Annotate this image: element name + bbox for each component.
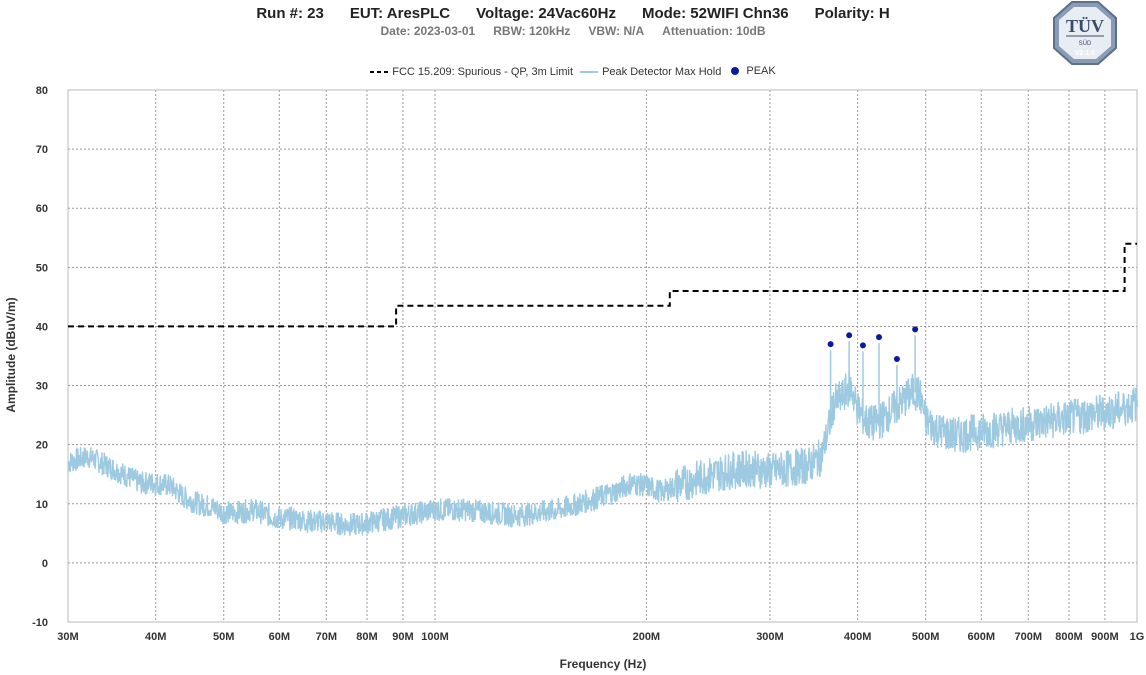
voltage: Voltage: 24Vac60Hz bbox=[476, 5, 616, 22]
peak-marker bbox=[859, 342, 866, 349]
chart-legend: FCC 15.209: Spurious - QP, 3m Limit Peak… bbox=[0, 65, 1146, 79]
chart-grid bbox=[67, 89, 1138, 623]
header-title-line: Run #: 23 EUT: AresPLC Voltage: 24Vac60Hz M… bbox=[0, 5, 1146, 22]
legend-label-peak: PEAK bbox=[746, 65, 776, 77]
legend-label-limit: FCC 15.209: Spurious - QP, 3m Limit bbox=[392, 66, 574, 78]
mode: Mode: 52WIFI Chn36 bbox=[641, 5, 789, 22]
legend-dashed-line-icon bbox=[370, 71, 389, 73]
peak-marker bbox=[827, 341, 834, 348]
x-tick-label: 200M bbox=[633, 631, 661, 643]
x-tick-label: 400M bbox=[844, 631, 872, 643]
x-tick-label: 1G bbox=[1130, 631, 1145, 643]
x-tick-label: 900M bbox=[1091, 631, 1119, 643]
x-tick-label: 800M bbox=[1055, 631, 1083, 643]
legend-item-limit[interactable]: FCC 15.209: Spurious - QP, 3m Limit bbox=[370, 66, 573, 78]
x-tick-label: 40M bbox=[145, 631, 166, 643]
tuv-logo-icon: TÜV SÜD V2.1.0 bbox=[1053, 1, 1117, 65]
peak-marker bbox=[846, 332, 853, 339]
x-tick-label: 100M bbox=[421, 631, 449, 643]
y-tick-label: 50 bbox=[36, 262, 48, 274]
y-tick-label: 60 bbox=[36, 203, 48, 215]
y-tick-label: 70 bbox=[36, 144, 48, 156]
x-tick-label: 600M bbox=[968, 631, 996, 643]
limit-line bbox=[68, 242, 1137, 328]
vbw: VBW: N/A bbox=[588, 24, 645, 38]
polarity: Polarity: H bbox=[814, 5, 890, 22]
logo-text: TÜV bbox=[1066, 16, 1104, 36]
x-tick-label: 60M bbox=[269, 631, 290, 643]
y-tick-label: 80 bbox=[36, 85, 48, 97]
peak-detector-trace bbox=[67, 335, 1139, 536]
attenuation: Attenuation: 10dB bbox=[662, 24, 766, 38]
legend-dot-icon bbox=[731, 67, 740, 75]
y-tick-label: -10 bbox=[32, 617, 48, 629]
run-number: Run #: 23 bbox=[256, 5, 324, 22]
eut-name: EUT: AresPLC bbox=[349, 5, 451, 22]
limit-series bbox=[68, 242, 1137, 328]
test-date: Date: 2023-03-01 bbox=[380, 24, 476, 38]
x-tick-label: 300M bbox=[756, 631, 784, 643]
legend-item-peak[interactable]: PEAK bbox=[728, 65, 776, 77]
x-tick-label: 50M bbox=[213, 631, 234, 643]
x-tick-label: 500M bbox=[912, 631, 940, 643]
x-tick-label: 30M bbox=[57, 631, 78, 643]
peak-marker bbox=[875, 334, 882, 341]
y-tick-label: 40 bbox=[36, 321, 48, 333]
peak-detector-series bbox=[67, 369, 1139, 536]
legend-item-peak-detector[interactable]: Peak Detector Max Hold bbox=[580, 66, 721, 78]
peak-markers bbox=[827, 326, 919, 362]
rbw: RBW: 120kHz bbox=[493, 24, 571, 38]
legend-label-peak-detector: Peak Detector Max Hold bbox=[602, 66, 722, 78]
x-tick-label: 70M bbox=[316, 631, 337, 643]
x-axis-label: Frequency (Hz) bbox=[560, 657, 647, 671]
x-tick-label: 700M bbox=[1014, 631, 1042, 643]
x-tick-label: 90M bbox=[392, 631, 413, 643]
y-axis-label: Amplitude (dBuV/m) bbox=[4, 297, 18, 412]
y-tick-label: 20 bbox=[36, 440, 48, 452]
y-tick-label: 30 bbox=[36, 381, 48, 393]
legend-solid-line-icon bbox=[580, 71, 599, 73]
chart-ticks: -10 0 10 20 30 40 50 60 70 80 30M 40M 50M 60M 70M 80M 90… bbox=[32, 85, 1144, 643]
logo-sub-text: SÜD bbox=[1079, 40, 1092, 47]
x-tick-label: 80M bbox=[356, 631, 377, 643]
y-tick-label: 0 bbox=[42, 558, 48, 570]
peak-marker bbox=[912, 326, 919, 333]
logo-version-text: V2.1.0 bbox=[1075, 50, 1095, 57]
y-tick-label: 10 bbox=[36, 499, 48, 511]
header-subtitle-line: Date: 2023-03-01 RBW: 120kHz VBW: N/A Atten… bbox=[0, 24, 1146, 38]
chart-header: Run #: 23 EUT: AresPLC Voltage: 24Vac60Hz M… bbox=[0, 5, 1146, 38]
peak-marker bbox=[893, 355, 900, 362]
plot-border bbox=[67, 89, 1138, 623]
